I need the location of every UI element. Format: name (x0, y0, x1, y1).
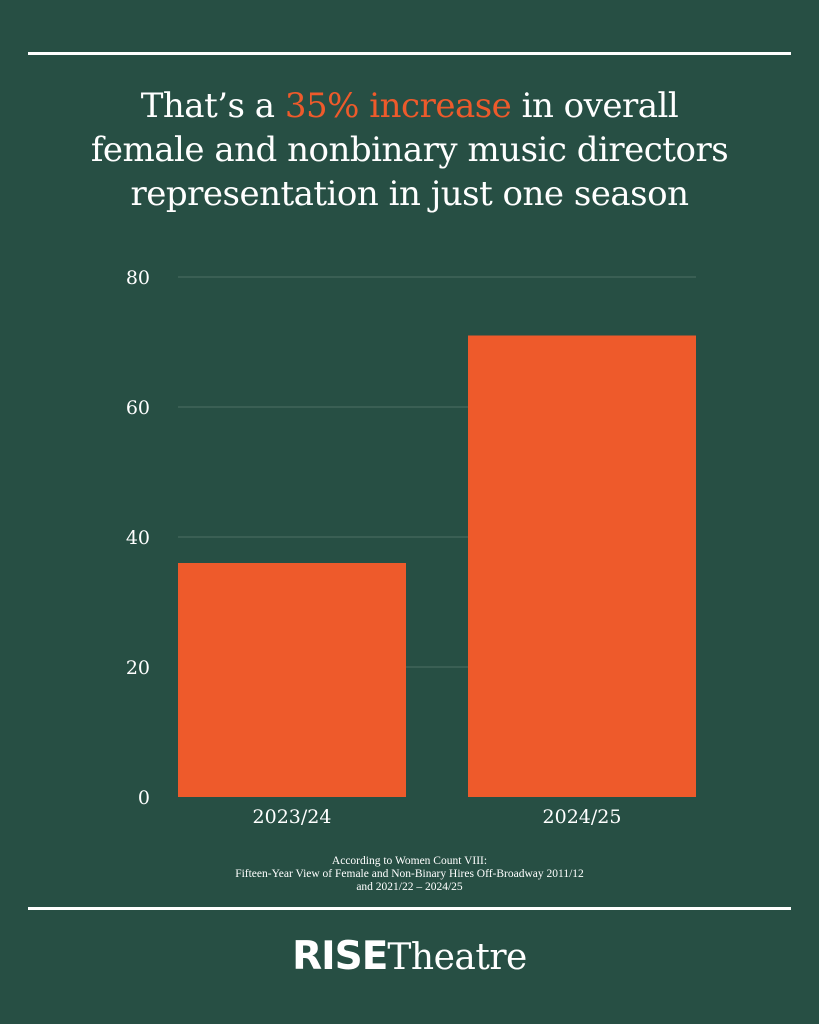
source-line-2: Fifteen-Year View of Female and Non-Bina… (235, 868, 584, 880)
headline: That’s a 35% increase in overall female … (80, 84, 739, 216)
y-tick-label: 20 (126, 657, 150, 679)
source-line-1: According to Women Count VIII: (331, 855, 488, 867)
logo-theatre: Theatre (387, 937, 527, 978)
bottom-divider (28, 907, 791, 910)
y-tick-label: 0 (138, 787, 150, 809)
logo-rise: RISE (292, 934, 388, 979)
top-divider (28, 52, 791, 55)
y-tick-label: 40 (126, 527, 150, 549)
headline-highlight: 35% increase (284, 86, 512, 126)
y-tick-label: 60 (126, 397, 150, 419)
source-line-3: and 2021/22 – 2024/25 (356, 881, 463, 893)
x-tick-label: 2023/24 (253, 806, 332, 828)
bar-2024-25 (468, 335, 696, 797)
headline-lead: That’s a (140, 86, 285, 126)
bar-2023-24 (178, 563, 406, 797)
x-tick-label: 2024/25 (543, 806, 622, 828)
source-note: According to Women Count VIII: Fifteen-Y… (160, 855, 659, 894)
headline-rest: in overall female and nonbinary music di… (90, 86, 729, 214)
y-tick-label: 80 (126, 267, 150, 289)
rise-theatre-logo: RISETheatre (0, 934, 819, 979)
